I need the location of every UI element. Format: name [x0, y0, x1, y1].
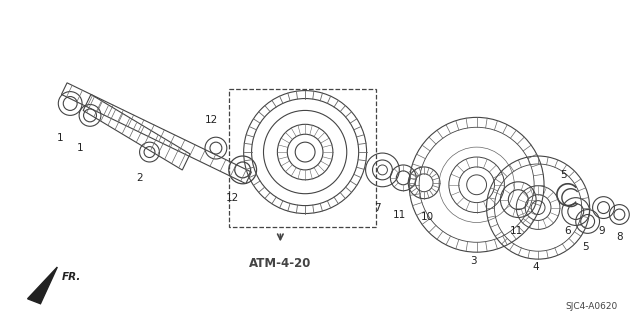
- Text: 9: 9: [598, 226, 605, 236]
- Text: 12: 12: [204, 115, 218, 125]
- Text: ATM-4-20: ATM-4-20: [248, 257, 311, 270]
- Text: FR.: FR.: [62, 272, 82, 282]
- Text: 1: 1: [77, 143, 83, 153]
- Text: 7: 7: [374, 203, 381, 212]
- Text: SJC4-A0620: SJC4-A0620: [565, 302, 618, 311]
- Polygon shape: [28, 267, 58, 304]
- Text: 6: 6: [564, 226, 571, 236]
- Text: 3: 3: [470, 256, 477, 266]
- Text: 11: 11: [393, 210, 406, 219]
- Text: 1: 1: [57, 133, 63, 143]
- Bar: [229, 89, 376, 227]
- Text: 8: 8: [616, 232, 623, 242]
- Text: 5: 5: [582, 242, 589, 252]
- Text: 11: 11: [509, 226, 523, 236]
- Text: 5: 5: [561, 170, 567, 180]
- Text: 10: 10: [420, 212, 434, 222]
- Text: 4: 4: [532, 262, 540, 272]
- Text: 2: 2: [136, 173, 143, 183]
- Text: 12: 12: [226, 193, 239, 203]
